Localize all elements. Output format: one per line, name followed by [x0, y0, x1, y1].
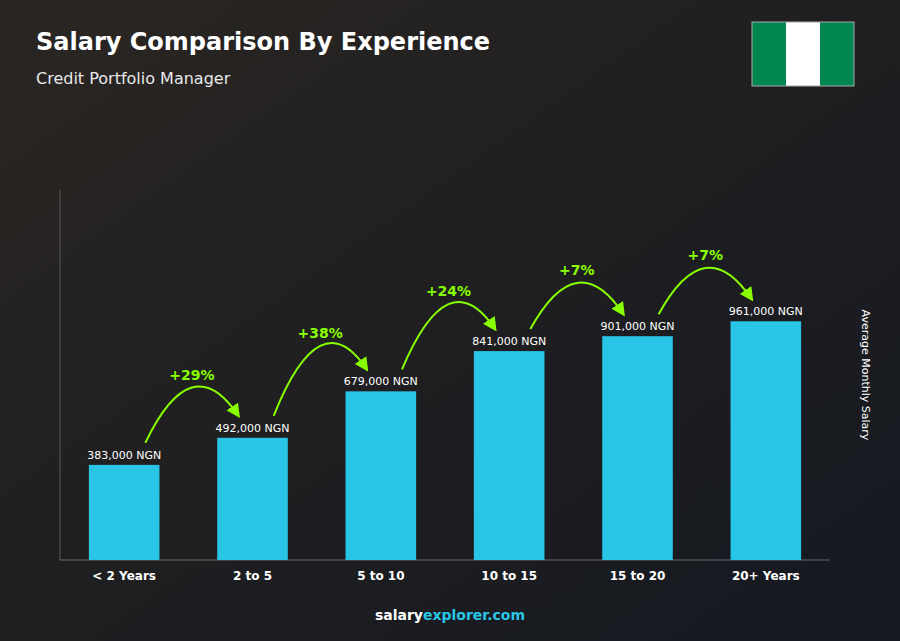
change-arrow	[402, 302, 495, 369]
change-arrow	[530, 283, 623, 330]
flag	[752, 22, 854, 86]
footer-part: explorer.com	[423, 607, 525, 623]
flag-stripe	[820, 22, 854, 86]
annotation: +38%	[298, 325, 343, 341]
flag-stripe	[786, 22, 820, 86]
title: Salary Comparison By Experience	[36, 28, 490, 56]
x-tick-label: 15 to 20	[610, 569, 666, 583]
data-label: 492,000 NGN	[216, 422, 290, 435]
annotation: +29%	[169, 367, 214, 383]
footer: salaryexplorer.com	[375, 607, 525, 623]
flag-stripe	[752, 22, 786, 86]
chart-svg: Salary Comparison By Experience Credit Po…	[0, 0, 900, 641]
background	[0, 0, 900, 641]
y-axis-label: Average Monthly Salary	[859, 310, 872, 441]
subtitle: Credit Portfolio Manager	[36, 69, 231, 88]
bar	[474, 351, 545, 560]
annotation: +7%	[559, 262, 595, 278]
data-label: 841,000 NGN	[472, 335, 546, 348]
y-axis-line	[60, 190, 61, 560]
change-arrow	[274, 343, 367, 416]
x-tick-label: 2 to 5	[233, 569, 272, 583]
data-label: 961,000 NGN	[729, 305, 803, 318]
data-label: 383,000 NGN	[87, 449, 161, 462]
bar	[602, 336, 673, 560]
change-arrow	[659, 268, 752, 315]
x-tick-label: < 2 Years	[92, 569, 156, 583]
flag-border	[752, 22, 854, 86]
change-arrow	[145, 386, 238, 442]
x-tick-label: 10 to 15	[481, 569, 537, 583]
x-tick-label: 5 to 10	[357, 569, 404, 583]
x-axis-line	[60, 560, 830, 561]
annotation: +7%	[687, 247, 723, 263]
data-label: 679,000 NGN	[344, 375, 418, 388]
footer-part: salary	[375, 607, 423, 623]
bar	[89, 465, 160, 560]
x-tick-label: 20+ Years	[732, 569, 800, 583]
bar	[731, 321, 802, 560]
bars	[89, 321, 801, 560]
bar	[346, 391, 417, 560]
bar	[217, 438, 288, 560]
annotation: +24%	[426, 283, 471, 299]
data-label: 901,000 NGN	[601, 320, 675, 333]
